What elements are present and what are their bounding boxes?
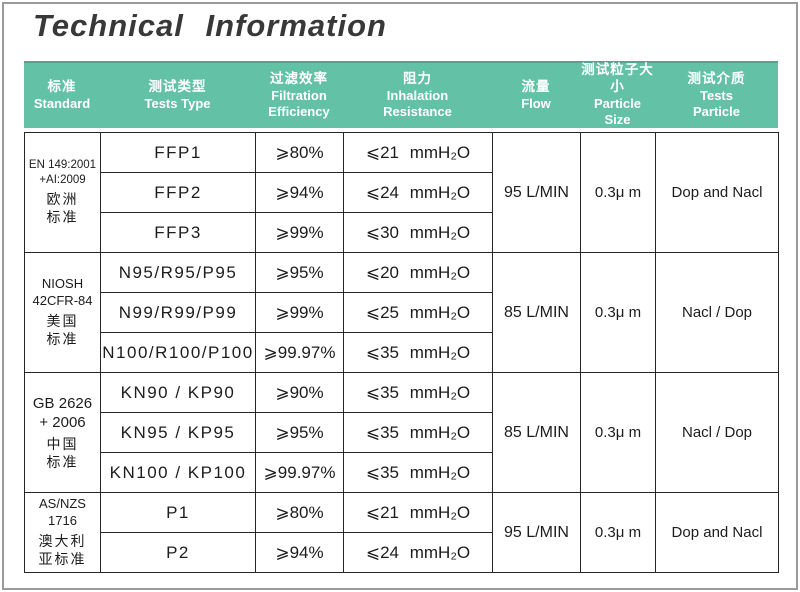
table-header-row: 标准 Standard 测试类型 Tests Type 过滤效率 Filtrat…: [24, 61, 778, 128]
header-cell-tests-particle: 测试介质 Tests Particle: [655, 63, 778, 128]
resistance-cell: ⩽35 mmH₂O: [343, 452, 493, 493]
test-type-cell: N100/R100/P100: [100, 332, 256, 373]
flow-cell: 85 L/MIN: [492, 372, 581, 493]
header-standard-en: Standard: [33, 95, 91, 111]
test-type-cell: N95/R95/P95: [100, 252, 256, 293]
test-type-cell: P1: [100, 492, 256, 533]
header-cell-particle-size: 测试粒子大小 Particle Size: [580, 62, 655, 128]
header-particle-size-zh: 测试粒子大小: [581, 62, 654, 95]
test-type-cell: P2: [100, 532, 256, 573]
header-standard-zh: 标准: [47, 78, 77, 94]
standard-cell-gb2626: GB 2626 + 2006 中国 标准: [24, 372, 101, 493]
efficiency-cell: ⩾80%: [255, 132, 344, 173]
efficiency-cell: ⩾99%: [255, 212, 344, 253]
header-cell-filtration-efficiency: 过滤效率 Filtration Efficiency: [255, 63, 343, 128]
test-type-cell: FFP1: [100, 132, 256, 173]
standard-code: EN 149:2001 +AI:2009: [28, 159, 97, 187]
test-particle-cell: Nacl / Dop: [655, 252, 779, 373]
resistance-cell: ⩽20 mmH₂O: [343, 252, 493, 293]
page-title: Technical Information: [33, 8, 387, 43]
particle-size-cell: 0.3μ m: [580, 492, 656, 573]
efficiency-cell: ⩾99%: [255, 292, 344, 333]
particle-size-cell: 0.3μ m: [580, 252, 656, 373]
header-resistance-en: Inhalation Resistance: [383, 87, 452, 119]
flow-cell: 85 L/MIN: [492, 252, 581, 373]
standard-zh: 美国 标准: [46, 313, 79, 348]
standard-cell-asnzs: AS/NZS 1716 澳大利 亚标准: [24, 492, 101, 573]
table-row: N100/R100/P100 ⩾99.97% ⩽35 mmH₂O: [25, 332, 779, 373]
efficiency-cell: ⩾95%: [255, 412, 344, 453]
standard-zh: 澳大利 亚标准: [38, 533, 87, 568]
efficiency-cell: ⩾94%: [255, 172, 344, 213]
header-tests-type-en: Tests Type: [144, 95, 211, 111]
standard-cell-en149: EN 149:2001 +AI:2009 欧洲 标准: [24, 132, 101, 253]
header-flow-zh: 流量: [521, 78, 551, 94]
test-type-cell: FFP2: [100, 172, 256, 213]
header-filtration-en: Filtration Efficiency: [268, 87, 330, 119]
efficiency-cell: ⩾99.97%: [255, 332, 344, 373]
table-row: AS/NZS 1716 澳大利 亚标准 P1 ⩾80% ⩽21 mmH₂O 95…: [24, 492, 779, 573]
efficiency-cell: ⩾80%: [255, 492, 344, 533]
test-particle-cell: Dop and Nacl: [655, 492, 779, 573]
header-cell-flow: 流量 Flow: [492, 63, 580, 128]
table-row: FFP2 ⩾94% ⩽24 mmH₂O: [25, 172, 779, 213]
standard-code: AS/NZS 1716: [39, 496, 86, 529]
table-row: EN 149:2001 +AI:2009 欧洲 标准 FFP1 ⩾80% ⩽21…: [24, 132, 779, 253]
resistance-cell: ⩽30 mmH₂O: [343, 212, 493, 253]
header-resistance-zh: 阻力: [403, 70, 432, 86]
header-filtration-zh: 过滤效率: [270, 70, 328, 86]
efficiency-cell: ⩾95%: [255, 252, 344, 293]
standard-code: NIOSH 42CFR-84: [32, 276, 93, 309]
test-type-cell: N99/R99/P99: [100, 292, 256, 333]
resistance-cell: ⩽35 mmH₂O: [343, 372, 493, 413]
test-type-cell: KN95 / KP95: [100, 412, 256, 453]
flow-cell: 95 L/MIN: [492, 492, 581, 573]
header-tests-particle-zh: 测试介质: [687, 70, 746, 86]
table-row: NIOSH 42CFR-84 美国 标准 N95/R95/P95 ⩾95% ⩽2…: [24, 252, 779, 373]
table-row: KN95 / KP95 ⩾95% ⩽35 mmH₂O: [25, 412, 779, 453]
table-row: FFP3 ⩾99% ⩽30 mmH₂O: [25, 212, 779, 253]
resistance-cell: ⩽24 mmH₂O: [343, 172, 493, 213]
test-type-cell: FFP3: [100, 212, 256, 253]
efficiency-cell: ⩾99.97%: [255, 452, 344, 493]
resistance-cell: ⩽24 mmH₂O: [343, 532, 493, 573]
efficiency-cell: ⩾90%: [255, 372, 344, 413]
header-flow-en: Flow: [521, 95, 551, 111]
resistance-cell: ⩽35 mmH₂O: [343, 332, 493, 373]
resistance-cell: ⩽35 mmH₂O: [343, 412, 493, 453]
particle-size-cell: 0.3μ m: [580, 372, 656, 493]
header-cell-inhalation-resistance: 阻力 Inhalation Resistance: [343, 63, 492, 128]
standard-zh: 中国 标准: [46, 435, 79, 470]
efficiency-cell: ⩾94%: [255, 532, 344, 573]
particle-size-cell: 0.3μ m: [580, 132, 656, 253]
test-particle-cell: Nacl / Dop: [655, 372, 779, 493]
standard-cell-niosh: NIOSH 42CFR-84 美国 标准: [24, 252, 101, 373]
header-cell-tests-type: 测试类型 Tests Type: [100, 63, 255, 128]
technical-information-table: 标准 Standard 测试类型 Tests Type 过滤效率 Filtrat…: [24, 61, 779, 573]
header-cell-standard: 标准 Standard: [24, 63, 100, 128]
header-tests-particle-en: Tests Particle: [693, 87, 740, 119]
standard-zh: 欧洲 标准: [46, 191, 79, 226]
standard-code: GB 2626 + 2006: [32, 394, 93, 432]
resistance-cell: ⩽21 mmH₂O: [343, 492, 493, 533]
header-tests-type-zh: 测试类型: [148, 78, 207, 94]
table-body: EN 149:2001 +AI:2009 欧洲 标准 FFP1 ⩾80% ⩽21…: [24, 132, 779, 573]
table-row: KN100 / KP100 ⩾99.97% ⩽35 mmH₂O: [25, 452, 779, 493]
test-type-cell: KN100 / KP100: [100, 452, 256, 493]
resistance-cell: ⩽25 mmH₂O: [343, 292, 493, 333]
table-row: N99/R99/P99 ⩾99% ⩽25 mmH₂O: [25, 292, 779, 333]
flow-cell: 95 L/MIN: [492, 132, 581, 253]
table-row: P2 ⩾94% ⩽24 mmH₂O: [25, 532, 779, 573]
resistance-cell: ⩽21 mmH₂O: [343, 132, 493, 173]
table-row: GB 2626 + 2006 中国 标准 KN90 / KP90 ⩾90% ⩽3…: [24, 372, 779, 493]
test-type-cell: KN90 / KP90: [100, 372, 256, 413]
test-particle-cell: Dop and Nacl: [655, 132, 779, 253]
header-particle-size-en: Particle Size: [594, 96, 641, 128]
